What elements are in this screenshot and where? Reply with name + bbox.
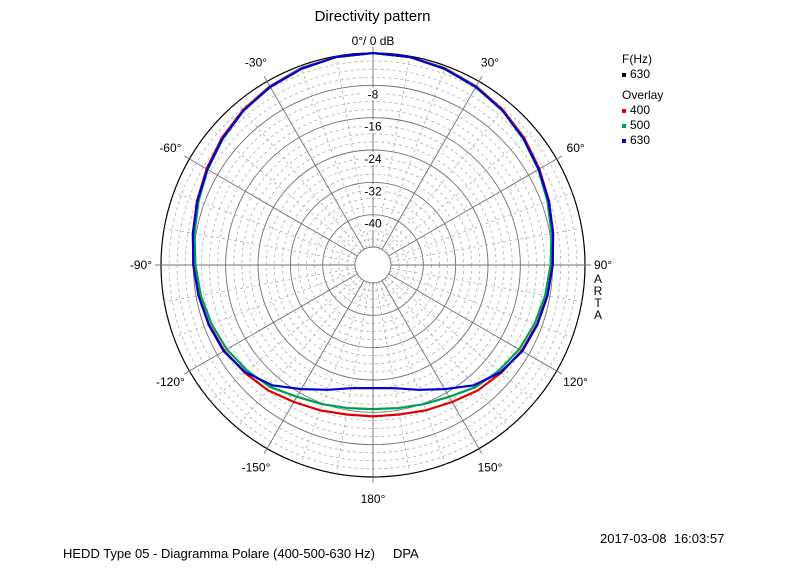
db-tick-label: -16 (364, 120, 382, 134)
footer-caption: HEDD Type 05 - Diagramma Polare (400-500… (63, 546, 419, 561)
minor-grid-spoke (386, 276, 536, 402)
side-label-char: A (593, 308, 602, 322)
legend-swatch-400 (622, 108, 626, 113)
minor-grid-spoke (378, 65, 446, 249)
legend-label-500: 500 (630, 118, 651, 132)
db-label-bg (361, 184, 385, 198)
db-label-bg (361, 152, 385, 165)
angle-tick-label: 150° (478, 461, 503, 475)
minor-grid-spoke (389, 270, 573, 338)
db-label-bg (361, 119, 385, 133)
legend-swatch-630 (622, 138, 626, 143)
db-tick-label: -24 (364, 152, 382, 166)
side-label-char: T (594, 296, 602, 310)
major-grid-spoke (381, 75, 483, 250)
minor-grid-spoke (375, 282, 411, 474)
db-label-bg (361, 87, 385, 101)
legend-freq-value: 630 (630, 67, 651, 81)
timestamp: 2017-03-08 16:03:57 (600, 531, 725, 546)
major-grid-spoke (183, 155, 358, 257)
legend-swatch-500 (622, 123, 626, 128)
minor-grid-spoke (164, 227, 356, 263)
minor-grid-spoke (335, 282, 371, 474)
legend-freq-header: F(Hz) (622, 52, 652, 66)
legend-item-500: 500 (622, 118, 663, 133)
angle-tick-label: 180° (361, 492, 386, 506)
side-label-char: R (593, 284, 603, 298)
chart-title: Directivity pattern (314, 8, 431, 25)
minor-grid-spoke (173, 192, 357, 260)
minor-grid-spoke (173, 270, 357, 338)
legend: F(Hz) 630 Overlay 400 500 630 (622, 52, 663, 148)
major-grid-spoke (263, 75, 365, 250)
major-grid-spoke (388, 155, 563, 257)
side-label-char: A (593, 272, 602, 286)
series-630-curve (191, 51, 555, 391)
polar-curves (191, 51, 555, 418)
minor-grid-spoke (210, 128, 360, 254)
major-grid-spoke (183, 273, 358, 375)
angle-tick-label: 60° (567, 141, 585, 155)
minor-grid-spoke (375, 56, 411, 248)
minor-grid-spoke (378, 281, 446, 465)
db-label-bg (361, 216, 385, 230)
minor-grid-spoke (236, 278, 362, 428)
db-tick-label: 0°/ 0 dB (352, 34, 395, 48)
db-tick-label: -32 (364, 184, 382, 198)
minor-grid-spoke (335, 56, 371, 248)
minor-grid-spoke (384, 102, 510, 252)
legend-label-630: 630 (630, 133, 651, 147)
angle-tick-label: 120° (563, 375, 588, 389)
side-label: A R T A (592, 273, 604, 321)
legend-freq-swatch (622, 72, 626, 77)
db-label-bg (349, 34, 397, 47)
major-grid-spoke (263, 280, 365, 455)
legend-label-400: 400 (630, 103, 651, 117)
minor-grid-spoke (164, 267, 356, 303)
angle-tick-label: 90° (594, 258, 612, 272)
minor-grid-spoke (300, 65, 368, 249)
db-tick-label: -8 (368, 87, 379, 101)
major-grid-spoke (381, 280, 483, 455)
angle-tick-label: 30° (481, 55, 499, 69)
minor-grid-spoke (236, 102, 362, 252)
angle-tick-label: -30° (245, 55, 267, 69)
legend-overlay-header: Overlay (622, 88, 664, 102)
minor-grid-spoke (384, 278, 510, 428)
angle-tick-label: -90° (130, 258, 152, 272)
major-grid-circle (354, 246, 392, 284)
minor-grid-spoke (390, 227, 582, 263)
polar-labels: 30° 60° 90° 120° 150° 180° -150° -120° -90° -60° -… (130, 34, 612, 506)
angle-tick-label: -60° (159, 141, 181, 155)
major-grid-spoke (388, 273, 563, 375)
polar-grid (155, 47, 591, 483)
minor-grid-spoke (389, 192, 573, 260)
legend-item-630: 630 (622, 133, 663, 148)
minor-grid-spoke (300, 281, 368, 465)
angle-tick-label: -150° (242, 461, 271, 475)
legend-freq-item: 630 (622, 67, 663, 82)
minor-grid-spoke (386, 128, 536, 254)
db-tick-label: -40 (364, 217, 382, 231)
minor-grid-spoke (390, 267, 582, 303)
angle-tick-label: -120° (156, 375, 185, 389)
legend-item-400: 400 (622, 103, 663, 118)
minor-grid-spoke (210, 276, 360, 402)
